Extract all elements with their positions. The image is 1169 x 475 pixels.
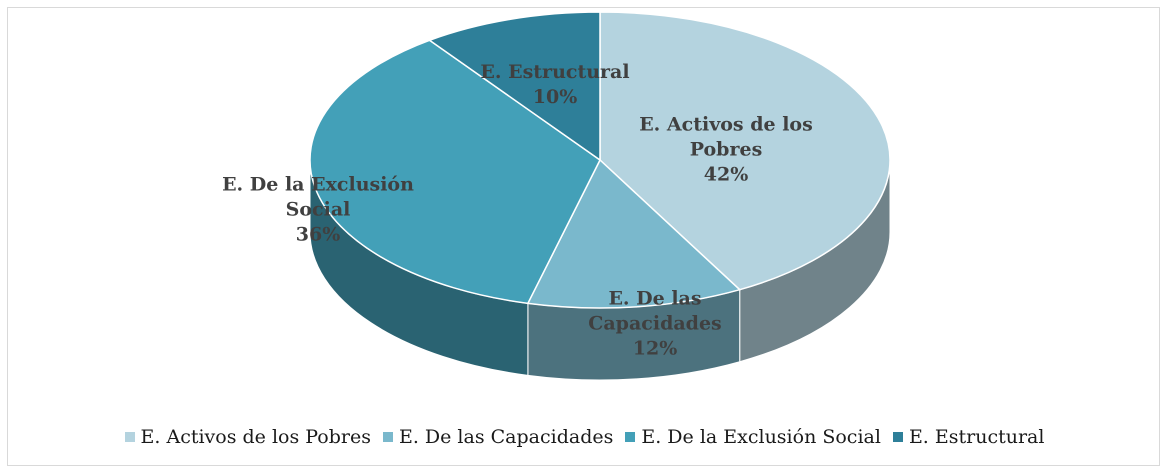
data-label-value: 42% [703,163,749,186]
legend-label: E. De la Exclusión Social [641,426,881,448]
data-label-value: 36% [295,223,341,246]
legend-item: E. Estructural [892,426,1045,448]
legend-label: E. Activos de los Pobres [140,426,371,448]
data-label-name: E. De la Exclusión Social [222,173,414,221]
legend-label: E. De las Capacidades [398,426,614,448]
chart-frame [7,7,1160,466]
data-label-value: 10% [532,86,578,108]
data-label-name: E. Activos de los Pobres [639,113,813,161]
pie-slice [599,11,891,291]
legend-swatch [625,432,636,442]
data-label-value: 12% [632,337,678,360]
legend-swatch [892,432,903,442]
legend-item: E. Activos de los Pobres [124,426,371,448]
legend-item: E. De las Capacidades [382,426,614,448]
data-label: E. De las Capacidades 12% [580,287,730,362]
data-label-name: E. Estructural [480,61,630,83]
pie-slice [427,11,601,162]
data-label-name: E. De las Capacidades [588,287,722,335]
legend-swatch [124,432,135,442]
data-label: E. Estructural 10% [470,60,640,110]
legend-label: E. Estructural [908,426,1045,448]
legend: E. Activos de los Pobres E. De las Capaci… [0,426,1169,448]
legend-swatch [382,432,393,442]
legend-item: E. De la Exclusión Social [625,426,881,448]
data-label: E. Activos de los Pobres 42% [634,113,819,188]
data-label: E. De la Exclusión Social 36% [211,173,426,248]
pie-slice [526,158,742,309]
pie-slice [309,39,601,305]
